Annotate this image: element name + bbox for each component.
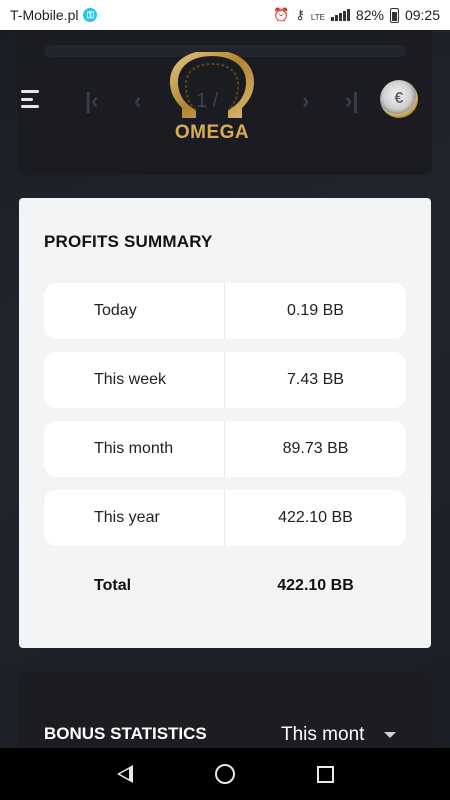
profits-summary-card: PROFITS SUMMARY Today 0.19 BB This week … [19,198,431,648]
row-value: 7.43 BB [287,371,344,388]
back-button[interactable] [95,748,155,800]
row-label: This year [44,490,225,546]
summary-total-row: Total 422.10 BB [44,558,406,614]
last-page-icon[interactable]: ›| [345,88,359,113]
first-page-icon[interactable]: |‹ [85,88,99,113]
total-label: Total [94,577,132,594]
bonus-title: BONUS STATISTICS [44,724,207,743]
next-page-icon[interactable]: › [302,88,310,113]
home-button[interactable] [195,748,255,800]
status-left: T-Mobile.pl ⚿ [10,7,98,23]
row-value: 89.73 BB [282,440,349,457]
signal-icon [330,9,350,21]
chevron-down-icon [384,732,397,738]
summary-row-year: This year 422.10 BB [44,490,406,546]
alarm-icon: ⏰ [273,7,290,22]
period-dropdown[interactable]: This mont [281,724,397,746]
hamburger-menu-icon[interactable] [21,90,41,108]
summary-row-month: This month 89.73 BB [44,421,406,477]
summary-row-today: Today 0.19 BB [44,283,406,339]
row-value: 422.10 BB [278,509,353,526]
row-label: This week [44,352,225,408]
back-icon [117,765,133,783]
status-right: ⏰ ⚷ LTE 82% 09:25 [273,7,440,23]
total-value: 422.10 BB [277,577,354,594]
summary-row-week: This week 7.43 BB [44,352,406,408]
recent-apps-button[interactable] [295,748,355,800]
network-type: LTE [310,13,325,22]
card-title: PROFITS SUMMARY [44,232,213,251]
progress-strip [44,45,406,57]
page-indicator: 1 / [196,90,219,112]
logo-text: OMEGA [174,122,250,143]
euro-coin-icon[interactable]: € [380,80,418,118]
home-icon [215,764,235,784]
system-nav-bar [0,748,450,800]
status-bar: T-Mobile.pl ⚿ ⏰ ⚷ LTE 82% 09:25 [0,0,450,30]
period-value: This mont [281,724,365,745]
recent-apps-icon [316,765,334,783]
previous-page-icon[interactable]: ‹ [134,88,142,113]
bonus-statistics-panel: BONUS STATISTICS This mont [18,672,432,748]
row-label: Today [44,283,225,339]
carrier-name: T-Mobile.pl [10,7,79,23]
battery-icon [389,7,399,23]
battery-percent: 82% [355,7,384,23]
row-label: This month [44,421,225,477]
clock: 09:25 [404,7,440,23]
key-badge-icon: ⚿ [83,8,98,22]
vpn-key-icon: ⚷ [295,7,305,22]
row-value: 0.19 BB [287,302,344,319]
omega-logo-icon [170,52,254,118]
